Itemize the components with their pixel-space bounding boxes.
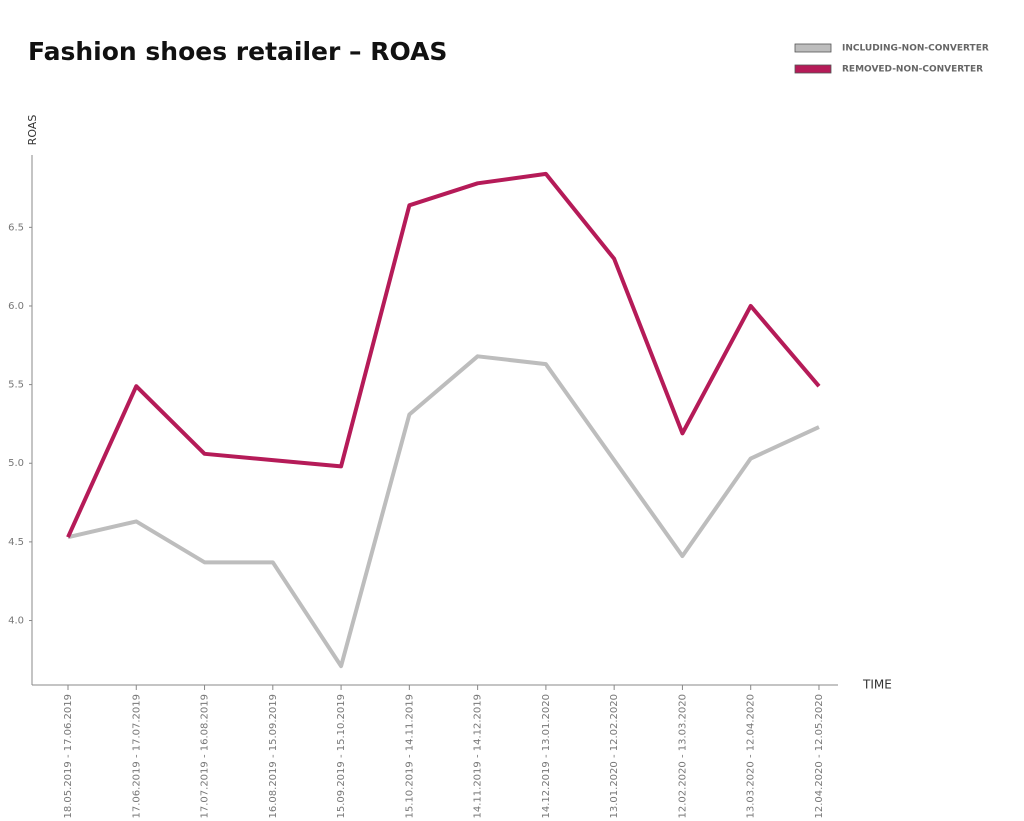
- x-tick-label: 14.11.2019 - 14.12.2019: [473, 694, 484, 818]
- legend-label: INCLUDING-NON-CONVERTER: [842, 44, 989, 54]
- x-tick-label: 18.05.2019 - 17.06.2019: [63, 694, 74, 818]
- y-tick-label: 4.0: [8, 616, 24, 627]
- x-tick-label: 16.08.2019 - 15.09.2019: [268, 694, 279, 818]
- y-axis-label: ROAS: [26, 115, 39, 146]
- legend-swatch: [794, 64, 832, 74]
- chart-title: Fashion shoes retailer – ROAS: [28, 37, 447, 66]
- x-tick-label: 12.02.2020 - 13.03.2020: [677, 694, 688, 818]
- x-tick-label: 13.01.2020 - 12.02.2020: [609, 694, 620, 818]
- line: [67, 354, 820, 669]
- line: [66, 171, 821, 538]
- x-tick-label: 14.12.2019 - 13.01.2020: [541, 694, 552, 818]
- x-tick-label: 17.06.2019 - 17.07.2019: [131, 694, 142, 818]
- y-tick-label: 6.5: [8, 222, 24, 233]
- x-tick-label: 12.04.2020 - 12.05.2020: [814, 694, 825, 818]
- x-tick-label: 15.09.2019 - 15.10.2019: [336, 694, 347, 818]
- x-axis-label: TIME: [862, 678, 892, 692]
- legend-swatch: [794, 43, 832, 53]
- x-tick-label: 15.10.2019 - 14.11.2019: [404, 694, 415, 818]
- legend-label: REMOVED-NON-CONVERTER: [842, 65, 983, 75]
- y-tick-label: 6.0: [8, 301, 24, 312]
- x-tick-label: 17.07.2019 - 16.08.2019: [200, 694, 211, 818]
- y-tick-label: 4.5: [8, 537, 24, 548]
- y-tick-label: 5.5: [8, 380, 24, 391]
- y-tick-label: 5.0: [8, 458, 24, 469]
- x-tick-label: 13.03.2020 - 12.04.2020: [746, 694, 757, 818]
